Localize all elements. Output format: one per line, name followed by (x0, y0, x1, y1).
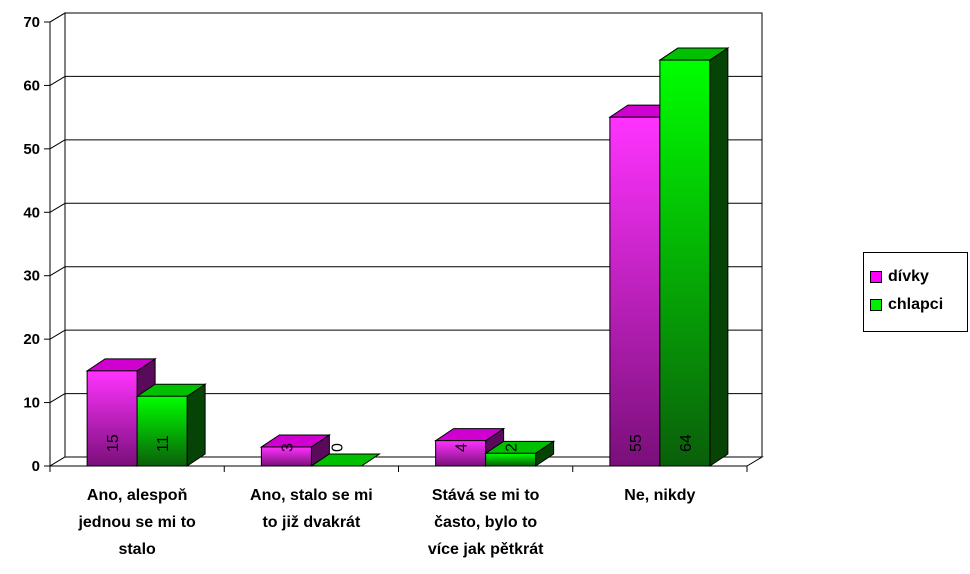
category-label: Ne, nikdy (624, 487, 695, 504)
gridline-side (49, 266, 66, 277)
category-label-line: Ano, stalo se mi (250, 487, 373, 504)
bar-front (435, 440, 487, 467)
category-label-line: více jak pětkrát (428, 541, 544, 558)
gridline-side (49, 75, 66, 86)
bar-front (485, 452, 537, 467)
y-tick-label: 10 (23, 395, 40, 412)
bar-front (659, 59, 711, 467)
category-label: Ano, stalo se mi to již dvakrát (250, 487, 373, 531)
y-tick-label: 60 (23, 77, 40, 94)
data-label: 2 (504, 443, 521, 452)
category-label: Stává se mi to často, bylo to více jak pět… (428, 487, 544, 558)
bar-front (609, 116, 661, 467)
gridline-side (49, 393, 66, 404)
y-tick-label: 20 (23, 331, 40, 348)
legend-item-chlapci: chlapci (870, 291, 967, 319)
bar-chlapci (309, 453, 382, 467)
legend-label-divky: dívky (888, 268, 929, 285)
category-label-line: Ano, alespoň (87, 487, 187, 504)
y-tick-label: 50 (23, 141, 40, 158)
gridline-side (49, 202, 66, 213)
bar-chlapci (658, 47, 730, 467)
y-tick-label: 40 (23, 204, 40, 221)
data-label: 15 (105, 434, 122, 452)
y-tick-label: 0 (32, 458, 40, 475)
bar-divky (259, 434, 332, 467)
gridline-side (49, 329, 66, 340)
legend-swatch-chlapci (870, 299, 882, 311)
data-label: 64 (678, 434, 695, 452)
category-label-line: často, bylo to (434, 514, 537, 531)
y-tick-label: 70 (23, 14, 40, 31)
gridline-side (49, 139, 66, 150)
bar-divky (433, 427, 506, 467)
bar-front (136, 395, 188, 467)
bars (85, 47, 730, 467)
y-tick-label: 30 (23, 268, 40, 285)
data-label: 0 (329, 443, 346, 452)
bar-top (309, 453, 382, 467)
category-label-line: stalo (118, 541, 156, 558)
bar-front (260, 446, 312, 467)
bar-side (186, 383, 206, 467)
category-label-line: Ne, nikdy (624, 487, 695, 504)
legend: dívky chlapci (863, 252, 968, 332)
legend-swatch-divky (870, 271, 882, 283)
data-label: 55 (628, 434, 645, 452)
legend-item-divky: dívky (870, 263, 967, 291)
data-label: 11 (155, 435, 172, 452)
category-label-line: to již dvakrát (262, 514, 360, 531)
category-label: Ano, alespoň jednou se mi to stalo (77, 487, 196, 558)
category-label-line: Stává se mi to (432, 487, 540, 504)
gridline-side (49, 12, 66, 23)
data-label: 3 (279, 443, 296, 452)
legend-label-chlapci: chlapci (888, 296, 944, 313)
bar-side (709, 47, 729, 467)
bar-chlapci (483, 440, 556, 467)
bar-chlapci (135, 383, 207, 467)
category-label-line: jednou se mi to (77, 514, 196, 531)
data-label: 4 (454, 443, 471, 452)
